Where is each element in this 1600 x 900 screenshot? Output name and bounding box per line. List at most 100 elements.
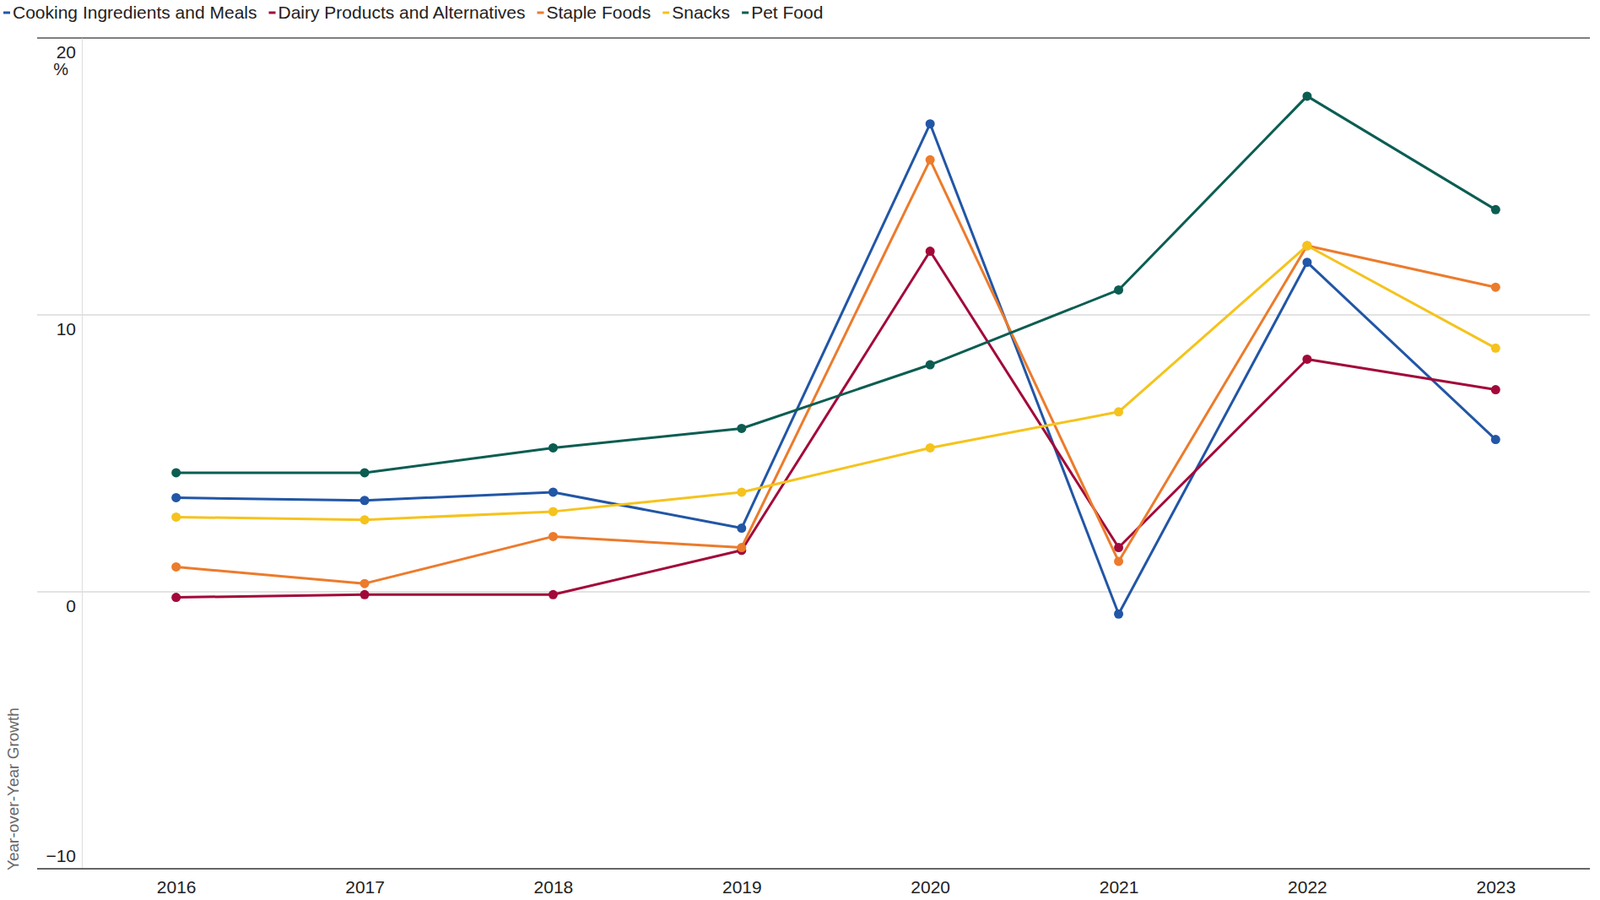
- series: [171, 118, 1501, 619]
- grid-line: [37, 37, 1590, 38]
- x-tick: 2022: [1287, 868, 1328, 897]
- point: [925, 360, 936, 370]
- point: [736, 486, 746, 497]
- legend-label: Dairy Products and Alternatives: [278, 2, 526, 22]
- x-tick: 2016: [156, 868, 197, 897]
- point: [1491, 384, 1501, 395]
- legend-item: Staple Foods: [537, 2, 652, 22]
- y-tick: 20: [56, 38, 82, 62]
- series-line: [176, 96, 1497, 473]
- x-tick-label: 2017: [345, 876, 385, 897]
- series: [171, 241, 1501, 525]
- point: [360, 578, 370, 589]
- point: [736, 542, 746, 552]
- point: [548, 506, 558, 516]
- point: [1113, 542, 1124, 552]
- series-line: [176, 251, 1497, 598]
- legend-label: Cooking Ingredients and Meals: [12, 2, 258, 22]
- x-tick-label: 2021: [1099, 876, 1140, 897]
- y-axis: −10 0 10 20: [45, 38, 82, 870]
- x-tick-label: 2022: [1287, 876, 1328, 897]
- point: [736, 423, 746, 433]
- point: [171, 492, 181, 503]
- point: [360, 589, 370, 600]
- legend-label: Pet Food: [751, 2, 823, 22]
- point: [360, 514, 370, 525]
- point: [171, 562, 181, 572]
- legend: Cooking Ingredients and Meals Dairy Produ…: [3, 2, 823, 22]
- point: [548, 486, 558, 497]
- legend-swatch: [537, 11, 545, 15]
- point: [1491, 205, 1501, 215]
- point: [548, 589, 558, 600]
- point: [925, 246, 936, 256]
- y-tick-label: −10: [45, 845, 76, 865]
- grid: [37, 37, 1590, 592]
- y-tick: −10: [45, 845, 82, 869]
- x-tick: 2020: [910, 868, 951, 897]
- y-axis-title: Year-over-Year Growth: [4, 707, 22, 871]
- legend-label: Snacks: [671, 2, 730, 22]
- x-axis: 2016 2017 2018 2019 2020 2021 2022 2023: [37, 868, 1590, 897]
- point: [1302, 241, 1312, 251]
- legend-item: Cooking Ingredients and Meals: [3, 2, 258, 22]
- grid-line: [37, 590, 1590, 592]
- point: [1302, 241, 1312, 251]
- grid-line: [37, 313, 1590, 315]
- x-tick-label: 2019: [722, 876, 763, 897]
- x-tick: 2019: [722, 868, 763, 897]
- series: [171, 246, 1501, 602]
- x-tick: 2021: [1099, 868, 1140, 897]
- legend-swatch: [741, 11, 749, 15]
- y-tick: 0: [65, 592, 82, 616]
- point: [1302, 257, 1312, 267]
- point: [925, 155, 936, 165]
- point: [360, 467, 370, 477]
- x-tick: 2023: [1475, 868, 1516, 897]
- point: [1113, 285, 1124, 295]
- legend-item: Dairy Products and Alternatives: [269, 2, 526, 22]
- legend-item: Pet Food: [741, 2, 823, 22]
- x-tick: 2018: [534, 868, 574, 897]
- x-tick: 2017: [345, 868, 385, 897]
- point: [925, 443, 936, 453]
- point: [360, 495, 370, 505]
- legend-swatch: [3, 11, 11, 15]
- legend-item: Snacks: [662, 2, 730, 22]
- point: [1491, 434, 1501, 444]
- point: [1113, 406, 1124, 417]
- y-axis-line: [81, 38, 83, 870]
- point: [1491, 282, 1501, 292]
- series-line: [176, 245, 1497, 520]
- point: [1491, 343, 1501, 353]
- x-tick-label: 2020: [910, 876, 951, 897]
- x-tick-label: 2023: [1475, 876, 1516, 897]
- x-tick-label: 2018: [534, 876, 574, 897]
- plot-area: [171, 91, 1501, 618]
- point: [1302, 91, 1312, 101]
- legend-swatch: [269, 11, 276, 15]
- point: [548, 443, 558, 453]
- y-unit: %: [53, 59, 69, 79]
- series-line: [176, 159, 1497, 584]
- y-tick-label: 10: [56, 318, 76, 339]
- series: [171, 155, 1501, 589]
- y-tick-label: 0: [65, 595, 76, 616]
- x-axis-line: [37, 867, 1590, 869]
- chart: −1001020%Year-over-Year Growth2016201720…: [0, 0, 1600, 900]
- y-tick-label: 20: [56, 42, 76, 62]
- point: [925, 118, 936, 129]
- point: [548, 531, 558, 541]
- point: [171, 467, 181, 477]
- x-tick-label: 2016: [156, 876, 197, 897]
- legend-swatch: [662, 11, 670, 15]
- legend-label: Staple Foods: [546, 2, 652, 22]
- y-tick: 10: [56, 315, 82, 339]
- point: [171, 512, 181, 522]
- point: [171, 592, 181, 602]
- series-line: [176, 124, 1497, 615]
- series: [171, 91, 1501, 477]
- point: [1302, 354, 1312, 364]
- point: [1113, 609, 1124, 619]
- point: [1113, 556, 1124, 566]
